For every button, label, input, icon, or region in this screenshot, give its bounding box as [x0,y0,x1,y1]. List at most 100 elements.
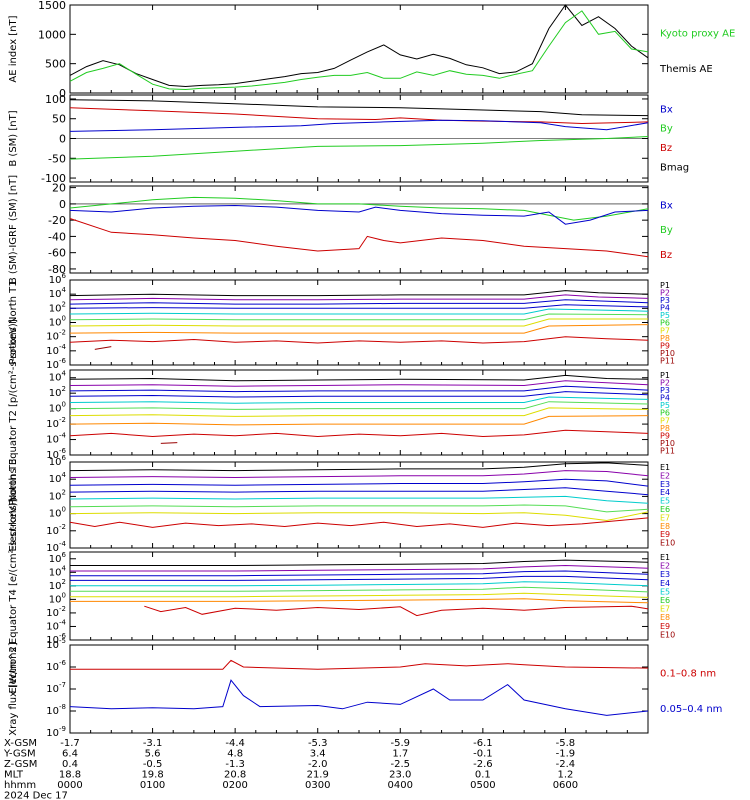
series-line-pt2-1 [69,380,649,387]
legend-entry: P4 [660,304,670,313]
series-line-dbsm-1 [69,204,649,225]
legend-entry: Kyoto proxy AE [660,29,735,40]
y-tick-label: 10-4 [46,432,66,446]
legend-entry: P2 [660,289,670,298]
y-tick-label: 10-5 [46,637,66,651]
y-tick-label: 104 [49,564,67,578]
x-tick-value: 5.6 [145,749,161,760]
y-tick-label: 106 [49,551,67,565]
x-tick-value: 1.2 [557,770,573,781]
y-tick-label: 500 [45,58,66,71]
x-tick-value: -2.4 [556,759,576,770]
y-axis-label: Electrons North T3 [8,458,19,551]
y-tick-label: 10-2 [46,329,66,343]
legend-entry: P10 [660,349,675,358]
legend-entry: P6 [660,409,670,418]
date-label: 2024 Dec 17 [4,791,68,800]
x-tick-value: 0300 [305,780,330,791]
series-line-bsm-2 [69,119,649,132]
y-tick-label: 10-2 [46,416,66,430]
y-tick-label: 10-2 [46,523,66,537]
legend-entry: Bx [660,200,673,211]
legend-entry: P7 [660,326,670,335]
series-line-dbsm-2 [69,218,649,258]
legend-entry: P8 [660,334,670,343]
y-tick-label: 20 [52,182,66,195]
y-tick-label: 100 [49,506,66,520]
series-line-xray-0 [70,659,649,670]
series-line-et3-2 [69,478,649,487]
legend-entry: 0.1–0.8 nm [660,669,716,680]
legend-entry: E5 [660,497,670,506]
x-tick-value: 0000 [57,780,82,791]
series-line-et3-3 [69,487,649,496]
legend-entry: E2 [660,562,670,571]
series-line-xray-1 [69,679,649,716]
x-tick-value: 21.9 [307,770,329,781]
series-line-et3-4 [69,495,649,504]
series-line-dbsm-0 [69,196,649,221]
x-tick-value: -0.5 [143,759,163,770]
legend-entry: P2 [660,379,670,388]
series-line-ae-0 [69,4,649,88]
series-line-et4-5 [70,586,649,593]
y-tick-label: 106 [49,272,67,286]
y-tick-label: 10-8 [46,703,66,717]
series-line-pt2-3 [69,391,649,398]
series-line-et3-7 [69,517,649,528]
legend-entry: P3 [660,386,670,395]
series-line-bsm-1 [69,107,649,125]
series-line-bsm-0 [69,99,649,117]
legend-entry: P5 [660,311,670,320]
legend-entry: E5 [660,587,670,596]
x-tick-value: -2.0 [308,759,328,770]
y-tick-label: 100 [49,401,66,415]
x-tick-value: -1.3 [225,759,245,770]
series-line-pt1-6 [69,318,648,327]
series-line-pt2-6 [69,407,649,417]
y-tick-label: 10-6 [46,659,66,673]
y-tick-label: 10-2 [46,605,66,619]
legend-entry: E8 [660,522,670,531]
y-axis-label: B (SM)-IGRF (SM) [nT] [8,175,19,284]
series-line-et4-8 [144,605,649,617]
legend-entry: P7 [660,416,670,425]
x-tick-value: 0400 [388,780,413,791]
legend-entry: E10 [660,630,675,639]
legend-entry: E9 [660,622,670,631]
series-line-et4-6 [70,592,649,598]
panel-frame [69,369,649,456]
series-line-pt2-7 [69,415,649,426]
x-tick-value: 0100 [140,780,165,791]
series-line-pt1-7 [69,324,649,334]
series-line-et3-6 [69,511,649,522]
legend-entry: E8 [660,613,670,622]
x-tick-value: 18.8 [59,770,81,781]
panel-frame [69,185,649,274]
x-row-label: Z-GSM [4,759,37,770]
x-tick-value: -2.5 [391,759,411,770]
series-line-pt2-8 [69,429,649,438]
y-tick-label: 0 [59,198,66,211]
y-tick-label: 10-4 [46,618,66,632]
legend-entry: E4 [660,488,670,497]
legend-entry: Bz [660,250,672,261]
y-tick-label: 100 [49,591,66,605]
x-tick-value: -4.4 [225,738,245,749]
panel-dbsm: -80 -60 -40 -20 0 20 B (SM)-IGRF (SM) [nT] [8,175,649,284]
y-tick-label: -60 [48,247,66,260]
y-tick-label: 10-9 [46,725,66,739]
legend-entry: P11 [660,446,675,455]
y-tick-label: 104 [49,286,67,300]
legend-entry: P8 [660,424,670,433]
y-axis-label: Protons Equator T2 [p/(cm²-s-sr-keV)] [8,319,19,506]
legend-entry: E3 [660,570,670,579]
y-tick-label: 102 [49,385,66,399]
series-line-pt2-5 [69,401,649,410]
x-tick-value: -0.1 [473,749,493,760]
legend-entry: Themis AE [659,64,713,75]
legend-entry: E3 [660,480,670,489]
